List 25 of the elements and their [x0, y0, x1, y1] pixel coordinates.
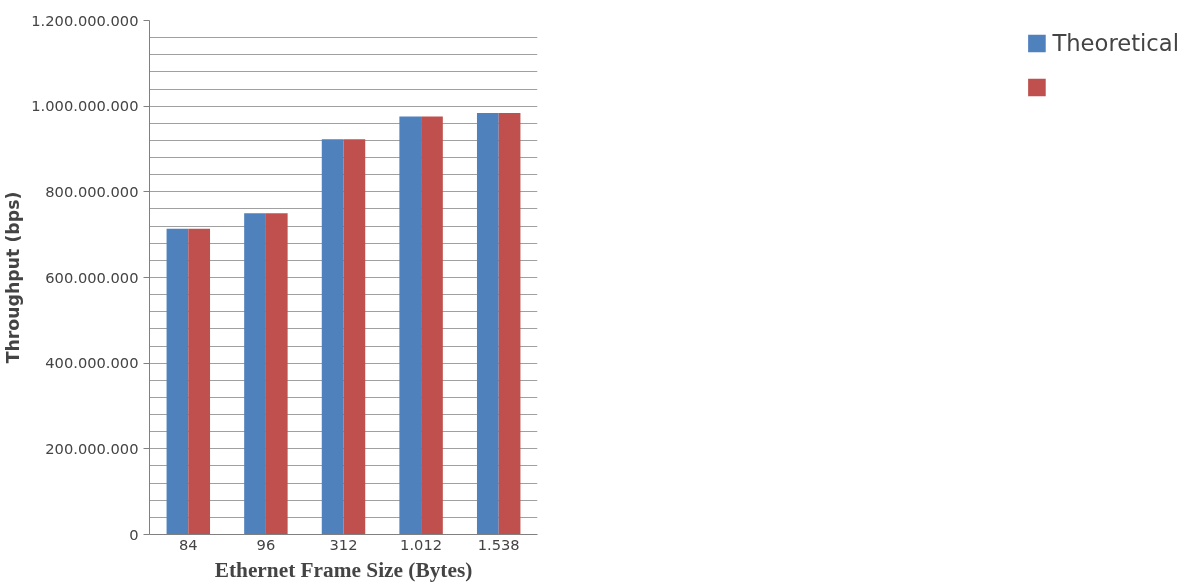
bar [421, 116, 443, 535]
x-tick-label: 1.012 [400, 535, 443, 553]
bar [498, 113, 521, 535]
bar [166, 228, 189, 535]
bar [265, 213, 288, 535]
y-tick-label: 400.000.000 [45, 354, 139, 372]
y-tick-label: 0 [129, 525, 139, 543]
bar [399, 116, 422, 535]
x-tick-label: 312 [329, 535, 358, 553]
y-tick-label: 800.000.000 [45, 182, 139, 200]
x-tick-label: 96 [256, 535, 276, 553]
bar [321, 139, 344, 535]
x-tick-label: 84 [178, 535, 198, 553]
y-tick-label: 200.000.000 [45, 439, 139, 457]
y-axis-title: Throughput (bps) [3, 191, 24, 364]
bar [188, 228, 211, 535]
bar [343, 139, 366, 535]
bar [476, 113, 499, 535]
y-tick-label: 1.200.000.000 [31, 11, 139, 29]
y-tick-label: 600.000.000 [45, 268, 139, 286]
x-axis-title: Ethernet Frame Size (Bytes) [214, 557, 473, 582]
bar [244, 213, 266, 535]
y-tick-label: 1.000.000.000 [31, 97, 139, 115]
legend-label: Theoretical [1052, 30, 1179, 56]
x-tick-label: 1.538 [477, 535, 520, 553]
